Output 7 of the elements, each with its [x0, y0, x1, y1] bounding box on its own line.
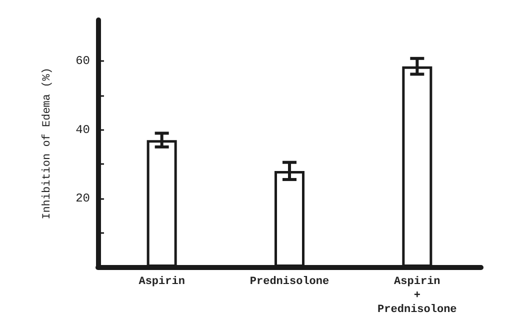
- y-tick-label: 60: [76, 54, 90, 68]
- x-tick-label: Aspirin: [138, 276, 185, 288]
- x-tick-label: Aspirin + Prednisolone: [378, 276, 458, 316]
- y-tick-label: 20: [76, 191, 90, 206]
- y-tick-label: 40: [76, 122, 90, 137]
- x-tick-label: Prednisolone: [250, 276, 330, 288]
- y-axis-title: Inhibition of Edema (%): [42, 68, 54, 220]
